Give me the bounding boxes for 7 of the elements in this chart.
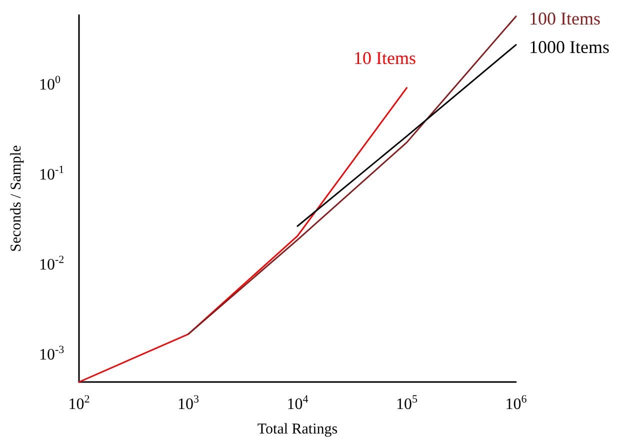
line-series (78, 87, 408, 383)
series-label: 10 Items (354, 48, 416, 68)
series-label: 100 Items (529, 8, 600, 28)
line-series (188, 16, 517, 335)
x-axis-title: Total Ratings (257, 422, 338, 438)
y-axis-title: Seconds / Sample (8, 144, 24, 252)
series-label: 1000 Items (529, 36, 610, 57)
